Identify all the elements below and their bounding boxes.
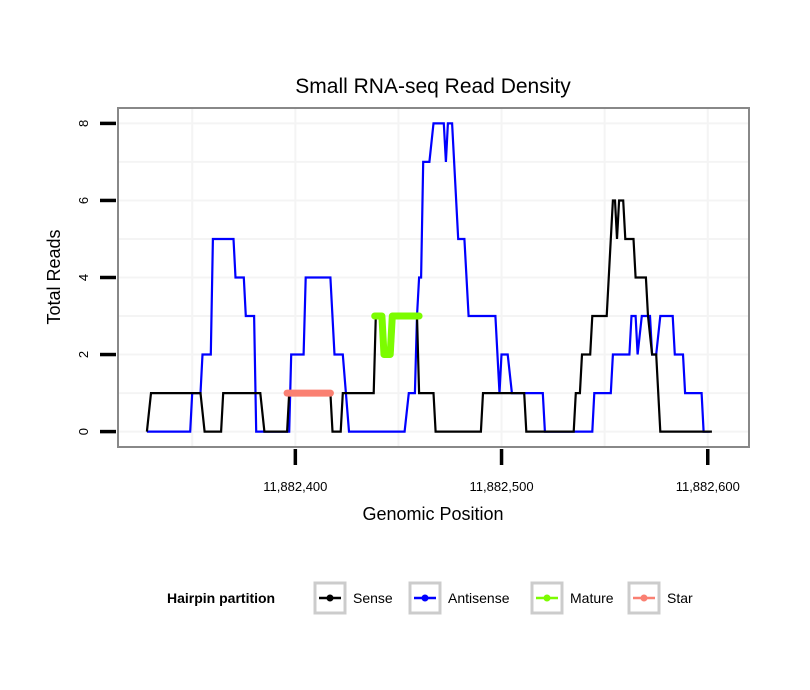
legend-key-point (640, 594, 648, 602)
series-line-sense (145, 199, 712, 433)
legend-label: Mature (570, 590, 614, 606)
legend-key-point (543, 594, 551, 602)
x-tick-label: 11,882,600 (676, 479, 740, 494)
series-line-antisense (146, 122, 710, 433)
legend-key-point (421, 594, 429, 602)
y-axis-title: Total Reads (44, 229, 64, 324)
legend-key-box (408, 581, 442, 615)
series-layer (145, 122, 712, 433)
y-axis: 0 2 4 6 8 (76, 120, 116, 435)
x-axis-title: Genomic Position (362, 504, 503, 524)
x-tick-label: 11,882,400 (263, 479, 327, 494)
legend-title: Hairpin partition (167, 590, 275, 606)
plot-panel-border (117, 107, 750, 448)
x-axis: 11,882,400 11,882,500 11,882,600 (263, 449, 740, 494)
series-line-mature (371, 312, 423, 358)
chart-title: Small RNA-seq Read Density (295, 75, 571, 98)
legend-item-mature: Mature (530, 581, 614, 615)
legend-item-sense: Sense (313, 581, 393, 615)
legend-label: Star (667, 590, 693, 606)
legend-label: Antisense (448, 590, 510, 606)
legend-item-star: Star (627, 581, 693, 615)
y-tick-label: 6 (76, 197, 91, 204)
legend-key-point (326, 594, 334, 602)
y-tick-label: 2 (76, 351, 91, 358)
y-tick-label: 0 (76, 428, 91, 435)
x-tick-label: 11,882,500 (469, 479, 533, 494)
y-tick-label: 4 (76, 274, 91, 281)
legend-label: Sense (353, 590, 393, 606)
legend: Hairpin partition Sense Antisense Mature St… (167, 581, 693, 615)
legend-item-antisense: Antisense (408, 581, 510, 615)
y-tick-label: 8 (76, 120, 91, 127)
